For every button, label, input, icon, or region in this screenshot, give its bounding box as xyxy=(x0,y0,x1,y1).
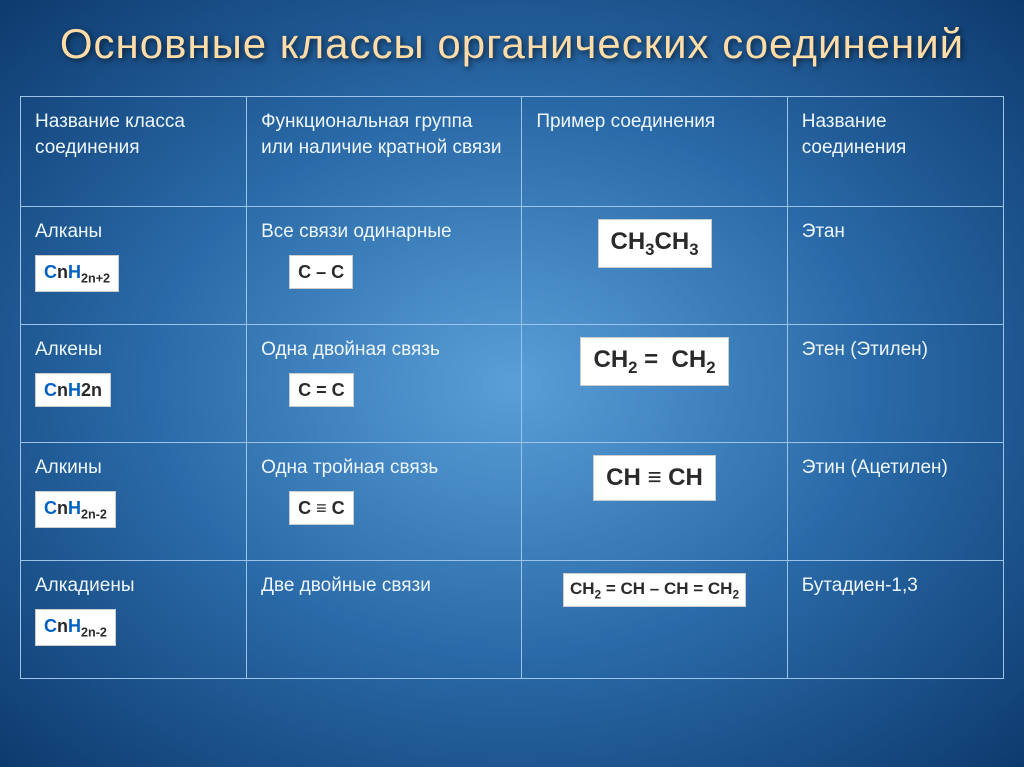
general-formula-badge: CnH2n-2 xyxy=(35,609,116,647)
example-formula-badge: CH ≡ CH xyxy=(593,455,716,501)
example-formula-badge: CH3CH3 xyxy=(598,219,712,268)
bond-symbol-badge: C – C xyxy=(289,255,353,289)
example-formula-badge: CH2 = CH – CH = CH2 xyxy=(563,573,746,607)
class-name-cell: Алканы CnH2n+2 xyxy=(21,207,247,325)
table-row: Алкены CnH2n Одна двойная связь C = C CH… xyxy=(21,325,1004,443)
bond-symbol-badge: C ≡ C xyxy=(289,491,354,525)
bond-cell: Одна двойная связь C = C xyxy=(247,325,522,443)
bond-text: Две двойные связи xyxy=(261,573,507,599)
header-compound-name: Название соединения xyxy=(787,97,1003,207)
general-formula-badge: CnH2n+2 xyxy=(35,255,119,293)
class-name-label: Алканы xyxy=(35,219,232,245)
class-name-cell: Алкадиены CnH2n-2 xyxy=(21,561,247,679)
table-row: Алканы CnH2n+2 Все связи одинарные C – C… xyxy=(21,207,1004,325)
compound-name-cell: Этин (Ацетилен) xyxy=(787,443,1003,561)
bond-text: Одна тройная связь xyxy=(261,455,507,481)
slide-title: Основные классы органических соединений xyxy=(0,0,1024,96)
class-name-cell: Алкины CnH2n-2 xyxy=(21,443,247,561)
class-name-label: Алкены xyxy=(35,337,232,363)
compound-name-cell: Бутадиен-1,3 xyxy=(787,561,1003,679)
bond-text: Одна двойная связь xyxy=(261,337,507,363)
bond-text: Все связи одинарные xyxy=(261,219,507,245)
general-formula-badge: CnH2n-2 xyxy=(35,491,116,529)
header-class-name: Название класса соединения xyxy=(21,97,247,207)
compounds-table: Название класса соединения Функциональна… xyxy=(20,96,1004,679)
table-header-row: Название класса соединения Функциональна… xyxy=(21,97,1004,207)
class-name-label: Алкины xyxy=(35,455,232,481)
bond-symbol-badge: C = C xyxy=(289,373,354,407)
class-name-cell: Алкены CnH2n xyxy=(21,325,247,443)
bond-cell: Одна тройная связь C ≡ C xyxy=(247,443,522,561)
example-formula-badge: CH2 = CH2 xyxy=(580,337,728,386)
bond-cell: Все связи одинарные C – C xyxy=(247,207,522,325)
example-cell: CH3CH3 xyxy=(522,207,787,325)
general-formula-badge: CnH2n xyxy=(35,373,111,407)
compound-name-cell: Этан xyxy=(787,207,1003,325)
table-row: Алкадиены CnH2n-2 Две двойные связи CH2 … xyxy=(21,561,1004,679)
table-row: Алкины CnH2n-2 Одна тройная связь C ≡ C … xyxy=(21,443,1004,561)
example-cell: CH ≡ CH xyxy=(522,443,787,561)
header-functional-group: Функциональная группа или наличие кратно… xyxy=(247,97,522,207)
class-name-label: Алкадиены xyxy=(35,573,232,599)
compound-name-cell: Этен (Этилен) xyxy=(787,325,1003,443)
bond-cell: Две двойные связи xyxy=(247,561,522,679)
example-cell: CH2 = CH2 xyxy=(522,325,787,443)
header-example: Пример соединения xyxy=(522,97,787,207)
example-cell: CH2 = CH – CH = CH2 xyxy=(522,561,787,679)
